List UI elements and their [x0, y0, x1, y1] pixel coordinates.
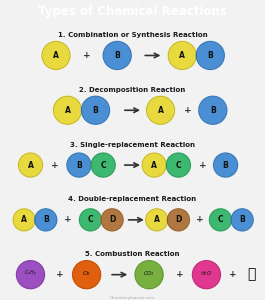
Text: +: + [64, 215, 71, 224]
Text: B: B [207, 51, 213, 60]
Text: B: B [223, 160, 228, 169]
Circle shape [167, 209, 189, 231]
Text: B: B [93, 106, 98, 115]
Circle shape [67, 153, 91, 177]
Circle shape [54, 96, 81, 124]
Text: A: A [65, 106, 70, 115]
Text: 4. Double-replacement Reaction: 4. Double-replacement Reaction [68, 196, 197, 202]
Circle shape [168, 41, 196, 70]
Text: +: + [183, 106, 191, 115]
Text: D: D [175, 215, 182, 224]
Circle shape [42, 41, 70, 70]
Text: +: + [83, 51, 90, 60]
Text: +: + [176, 270, 183, 279]
Circle shape [80, 209, 101, 231]
Circle shape [199, 96, 227, 124]
Circle shape [19, 153, 42, 177]
Text: C: C [100, 160, 106, 169]
Text: $H_2O$: $H_2O$ [200, 269, 213, 278]
Text: 🔥: 🔥 [247, 268, 255, 282]
Circle shape [196, 41, 224, 70]
Text: C: C [88, 215, 93, 224]
Circle shape [214, 153, 238, 177]
Circle shape [146, 209, 168, 231]
Text: A: A [53, 51, 59, 60]
Text: C: C [218, 215, 223, 224]
Text: 3. Single-replacement Reaction: 3. Single-replacement Reaction [70, 142, 195, 148]
Circle shape [73, 261, 101, 289]
Circle shape [13, 209, 35, 231]
Circle shape [35, 209, 57, 231]
Text: Types of Chemical Reactions: Types of Chemical Reactions [38, 4, 227, 17]
Text: +: + [51, 160, 59, 169]
Text: $O_2$: $O_2$ [82, 269, 91, 278]
Circle shape [142, 153, 166, 177]
Circle shape [135, 261, 163, 289]
Text: +: + [56, 270, 64, 279]
Text: D: D [109, 215, 115, 224]
Text: $CO_2$: $CO_2$ [143, 269, 155, 278]
Text: 5. Combustion Reaction: 5. Combustion Reaction [85, 251, 180, 257]
Text: +: + [199, 160, 206, 169]
Text: B: B [210, 106, 216, 115]
Text: B: B [239, 215, 245, 224]
Text: B: B [76, 160, 82, 169]
Text: A: A [158, 106, 164, 115]
Circle shape [231, 209, 253, 231]
Text: +: + [196, 215, 204, 224]
Circle shape [82, 96, 109, 124]
Text: 1. Combination or Synthesis Reaction: 1. Combination or Synthesis Reaction [58, 32, 207, 38]
Circle shape [16, 261, 45, 289]
Circle shape [192, 261, 220, 289]
Circle shape [101, 209, 123, 231]
Text: +: + [229, 270, 237, 279]
Text: 2. Decomposition Reaction: 2. Decomposition Reaction [80, 87, 186, 93]
Circle shape [147, 96, 175, 124]
Circle shape [91, 153, 115, 177]
Text: A: A [151, 160, 157, 169]
Circle shape [209, 209, 231, 231]
Text: A: A [21, 215, 27, 224]
Circle shape [103, 41, 131, 70]
Text: A: A [154, 215, 160, 224]
Text: Chemistrylearner.com: Chemistrylearner.com [110, 296, 155, 300]
Text: A: A [28, 160, 33, 169]
Text: B: B [114, 51, 120, 60]
Text: C: C [176, 160, 181, 169]
Text: B: B [43, 215, 49, 224]
Text: $C_xH_y$: $C_xH_y$ [24, 268, 37, 279]
Text: A: A [179, 51, 185, 60]
Circle shape [166, 153, 190, 177]
